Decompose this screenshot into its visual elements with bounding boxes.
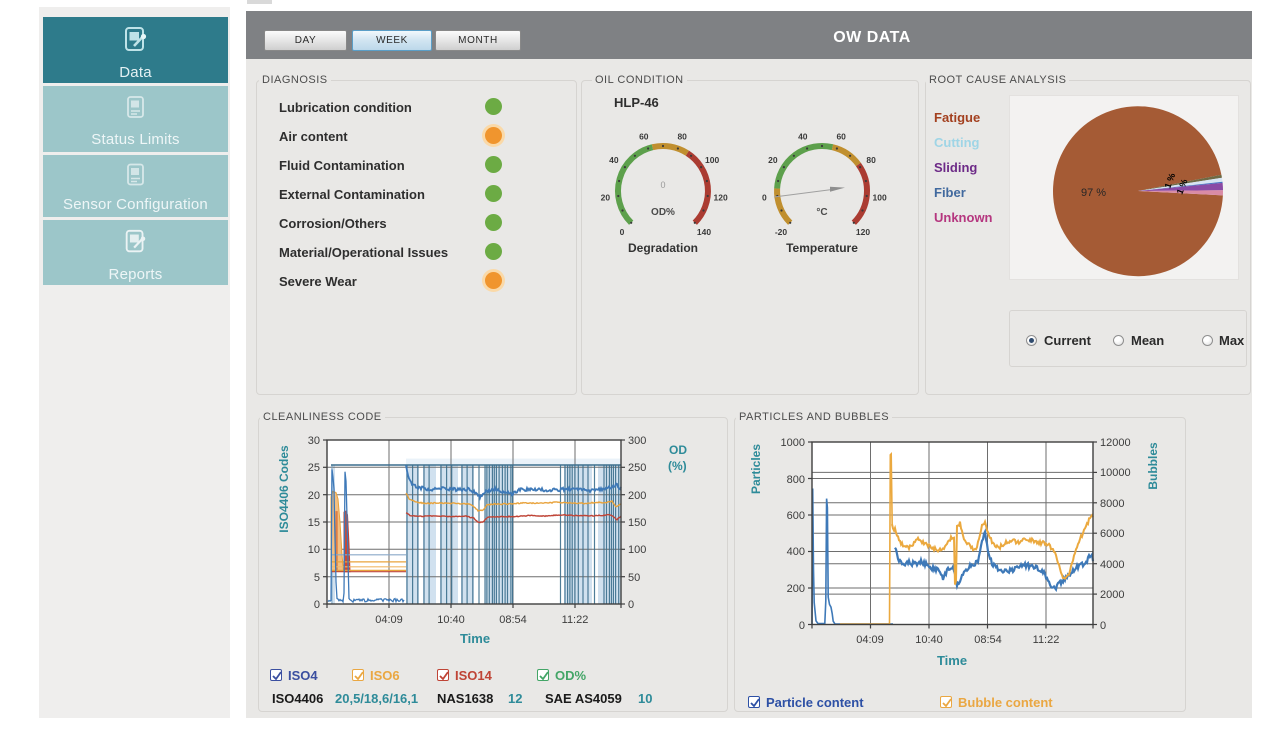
svg-text:12000: 12000 — [1100, 437, 1131, 449]
svg-text:Bubbles: Bubbles — [1146, 442, 1160, 490]
svg-text:04:09: 04:09 — [856, 634, 884, 646]
svg-text:04:09: 04:09 — [375, 614, 403, 626]
svg-text:OD: OD — [669, 443, 687, 457]
svg-text:80: 80 — [677, 131, 687, 141]
svg-text:200: 200 — [628, 490, 646, 502]
svg-text:Time: Time — [460, 631, 490, 646]
svg-text:600: 600 — [787, 510, 805, 522]
svg-text:800: 800 — [787, 474, 805, 486]
svg-text:ISO4406 Codes: ISO4406 Codes — [277, 445, 291, 533]
svg-text:0: 0 — [620, 227, 625, 237]
svg-text:10000: 10000 — [1100, 467, 1131, 479]
svg-text:0: 0 — [660, 180, 665, 190]
svg-text:97 %: 97 % — [1081, 187, 1106, 199]
svg-text:Time: Time — [937, 653, 967, 668]
svg-text:20: 20 — [601, 193, 611, 203]
svg-text:10:40: 10:40 — [915, 634, 943, 646]
svg-text:08:54: 08:54 — [499, 614, 527, 626]
svg-text:120: 120 — [856, 227, 870, 237]
svg-text:20: 20 — [308, 490, 320, 502]
svg-text:6000: 6000 — [1100, 528, 1124, 540]
svg-text:4000: 4000 — [1100, 559, 1124, 571]
svg-text:80: 80 — [866, 155, 876, 165]
svg-text:Particles: Particles — [749, 444, 763, 494]
svg-text:0: 0 — [314, 599, 320, 611]
svg-text:11:22: 11:22 — [1033, 634, 1060, 646]
svg-text:40: 40 — [609, 155, 619, 165]
svg-text:140: 140 — [697, 227, 711, 237]
svg-text:25: 25 — [308, 462, 320, 474]
svg-text:(%): (%) — [668, 459, 687, 473]
svg-text:0: 0 — [1100, 620, 1106, 632]
svg-text:-20: -20 — [775, 227, 788, 237]
svg-text:200: 200 — [787, 583, 805, 595]
svg-text:400: 400 — [787, 546, 805, 558]
svg-text:0: 0 — [762, 193, 767, 203]
svg-text:15: 15 — [308, 517, 320, 529]
svg-text:100: 100 — [628, 544, 646, 556]
svg-text:1 %: 1 % — [1162, 172, 1177, 190]
svg-text:1000: 1000 — [781, 437, 805, 449]
svg-text:120: 120 — [714, 193, 728, 203]
svg-text:2000: 2000 — [1100, 589, 1124, 601]
svg-text:100: 100 — [873, 193, 887, 203]
svg-text:300: 300 — [628, 435, 646, 447]
svg-text:0: 0 — [799, 620, 805, 632]
svg-text:60: 60 — [836, 131, 846, 141]
svg-text:0: 0 — [628, 599, 634, 611]
svg-text:40: 40 — [798, 131, 808, 141]
svg-text:60: 60 — [639, 131, 649, 141]
svg-text:50: 50 — [628, 572, 640, 584]
svg-text:11:22: 11:22 — [562, 614, 589, 626]
svg-text:250: 250 — [628, 462, 646, 474]
svg-text:10: 10 — [308, 544, 320, 556]
svg-text:150: 150 — [628, 517, 646, 529]
svg-text:100: 100 — [705, 155, 719, 165]
svg-text:20: 20 — [768, 155, 778, 165]
svg-text:08:54: 08:54 — [974, 634, 1002, 646]
svg-text:8000: 8000 — [1100, 498, 1124, 510]
svg-text:30: 30 — [308, 435, 320, 447]
svg-text:10:40: 10:40 — [437, 614, 465, 626]
svg-text:5: 5 — [314, 572, 320, 584]
svg-text:°C: °C — [816, 207, 827, 218]
svg-text:OD%: OD% — [651, 207, 675, 218]
